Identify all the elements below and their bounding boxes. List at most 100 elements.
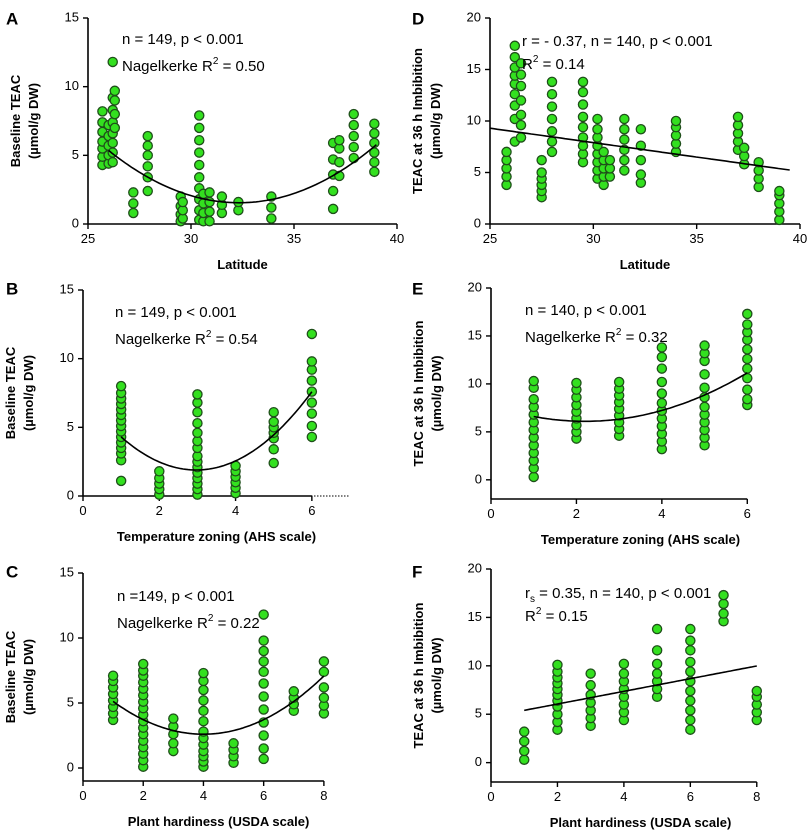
data-point bbox=[656, 397, 668, 409]
stats-annotation-line: n = 140, p < 0.001 bbox=[525, 302, 647, 319]
y-tick-label: 5 bbox=[475, 423, 482, 438]
x-tick-label: 2 bbox=[554, 789, 561, 804]
x-tick-label: 4 bbox=[620, 789, 627, 804]
data-point bbox=[109, 108, 121, 120]
data-point bbox=[107, 137, 118, 149]
data-point bbox=[651, 658, 663, 670]
y-tick-label: 10 bbox=[468, 657, 482, 672]
scatter-points bbox=[115, 328, 318, 500]
y-axis-title-line: (µmol/g DW) bbox=[26, 83, 41, 159]
stats-annotation-line: Nagelkerke R2 = 0.22 bbox=[117, 613, 260, 632]
y-axis-title-line: (µmol/g DW) bbox=[21, 639, 36, 715]
data-point bbox=[509, 88, 521, 100]
data-point bbox=[699, 340, 710, 351]
data-point bbox=[651, 623, 663, 635]
data-point bbox=[268, 457, 279, 469]
y-tick-label: 10 bbox=[65, 78, 79, 93]
data-point bbox=[577, 76, 589, 88]
stats-annotation-line: rs = 0.35, n = 140, p < 0.001 bbox=[525, 585, 711, 605]
y-axis-title-line: Baseline TEAC bbox=[3, 346, 18, 439]
y-tick-label: 0 bbox=[475, 754, 482, 769]
data-point bbox=[546, 126, 558, 137]
annotation-part: = 0.14 bbox=[538, 56, 584, 73]
data-point bbox=[348, 152, 359, 164]
y-tick-label: 5 bbox=[72, 147, 79, 162]
data-point bbox=[109, 122, 121, 134]
y-tick-label: 10 bbox=[467, 112, 481, 127]
annotation-part: n = 140, p < 0.001 bbox=[525, 302, 647, 319]
data-point bbox=[571, 377, 582, 389]
data-point bbox=[515, 58, 527, 69]
data-point bbox=[751, 685, 763, 697]
annotation-part: = 0.32 bbox=[621, 329, 667, 346]
x-axis-title: Latitude bbox=[217, 257, 268, 272]
annotation-part: 2 bbox=[206, 329, 212, 340]
data-point bbox=[258, 743, 269, 754]
data-point bbox=[613, 376, 625, 388]
data-point bbox=[718, 608, 729, 619]
data-point bbox=[193, 147, 205, 158]
stats-annotation-line: n = 149, p < 0.001 bbox=[122, 31, 244, 48]
data-point bbox=[635, 123, 647, 135]
annotation-part: n = 149, p < 0.001 bbox=[115, 304, 237, 321]
data-point bbox=[592, 113, 603, 125]
x-axis-title: Temperature zoning (AHS scale) bbox=[541, 532, 740, 547]
x-tick-label: 2 bbox=[140, 788, 147, 803]
data-point bbox=[193, 134, 205, 146]
panel-e: E 0 5 10 15 20 0 2 4 6 Temperature zoning (AHS sca… bbox=[411, 279, 753, 547]
data-point bbox=[334, 134, 345, 146]
y-axis-title-line: (µmol/g DW) bbox=[428, 83, 443, 159]
data-point bbox=[699, 382, 710, 393]
data-point bbox=[348, 108, 359, 120]
data-point bbox=[742, 384, 753, 395]
data-point bbox=[742, 319, 753, 330]
data-point bbox=[685, 724, 696, 735]
y-axis-title-line: TEAC at 36 h Imbibition bbox=[411, 320, 426, 466]
data-point bbox=[369, 128, 380, 139]
x-tick-label: 0 bbox=[79, 788, 86, 803]
x-tick-label: 40 bbox=[390, 231, 404, 246]
x-tick-label: 25 bbox=[483, 231, 497, 246]
data-point bbox=[656, 376, 668, 388]
data-point bbox=[198, 667, 209, 679]
data-point bbox=[154, 466, 165, 477]
data-point bbox=[306, 328, 318, 340]
data-point bbox=[651, 668, 663, 679]
data-point bbox=[732, 111, 744, 123]
y-tick-label: 15 bbox=[60, 281, 74, 296]
panel-letter-c: C bbox=[6, 562, 18, 581]
annotation-part: 2 bbox=[536, 606, 542, 617]
x-tick-label: 6 bbox=[687, 789, 694, 804]
data-point bbox=[192, 427, 203, 439]
y-axis-title-line: Baseline TEAC bbox=[8, 74, 23, 167]
y-tick-label: 5 bbox=[67, 694, 74, 709]
data-point bbox=[518, 726, 530, 737]
annotation-part: 2 bbox=[616, 327, 622, 338]
data-point bbox=[318, 656, 330, 667]
data-point bbox=[515, 69, 527, 80]
data-point bbox=[742, 308, 753, 320]
regression-line bbox=[489, 127, 790, 171]
data-point bbox=[216, 191, 228, 202]
data-point bbox=[142, 185, 153, 197]
data-point bbox=[348, 141, 359, 153]
panel-letter-b: B bbox=[6, 279, 18, 298]
data-point bbox=[115, 475, 127, 487]
data-point bbox=[515, 132, 527, 143]
fit-curve bbox=[120, 391, 313, 471]
data-point bbox=[651, 645, 663, 656]
data-point bbox=[142, 150, 153, 161]
scatter-points bbox=[501, 40, 785, 226]
panel-letter-f: F bbox=[412, 562, 422, 581]
data-point bbox=[685, 645, 696, 656]
data-point bbox=[198, 705, 209, 717]
data-point bbox=[258, 691, 269, 702]
data-point bbox=[656, 363, 668, 374]
data-point bbox=[97, 106, 108, 117]
x-tick-label: 4 bbox=[200, 788, 207, 803]
data-point bbox=[619, 154, 630, 166]
x-axis-title: Plant hardiness (USDA scale) bbox=[550, 815, 732, 830]
data-point bbox=[619, 123, 630, 135]
stats-annotation-line: r = - 0.37, n = 140, p < 0.001 bbox=[522, 33, 713, 50]
